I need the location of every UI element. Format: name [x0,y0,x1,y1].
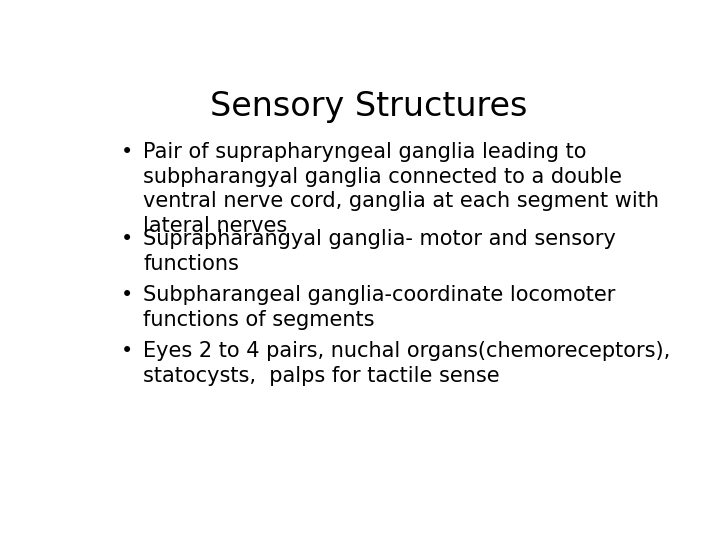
Text: •: • [121,285,133,305]
Text: Suprapharangyal ganglia- motor and sensory
functions: Suprapharangyal ganglia- motor and senso… [143,229,616,274]
Text: Subpharangeal ganglia-coordinate locomoter
functions of segments: Subpharangeal ganglia-coordinate locomot… [143,285,616,330]
Text: Sensory Structures: Sensory Structures [210,90,528,123]
Text: •: • [121,141,133,161]
Text: Pair of suprapharyngeal ganglia leading to
subpharangyal ganglia connected to a : Pair of suprapharyngeal ganglia leading … [143,141,659,236]
Text: •: • [121,229,133,249]
Text: Eyes 2 to 4 pairs, nuchal organs(chemoreceptors),
statocysts,  palps for tactile: Eyes 2 to 4 pairs, nuchal organs(chemore… [143,341,670,386]
Text: •: • [121,341,133,361]
